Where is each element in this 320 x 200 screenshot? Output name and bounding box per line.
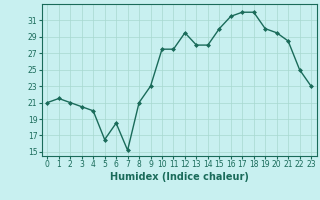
X-axis label: Humidex (Indice chaleur): Humidex (Indice chaleur) (110, 172, 249, 182)
